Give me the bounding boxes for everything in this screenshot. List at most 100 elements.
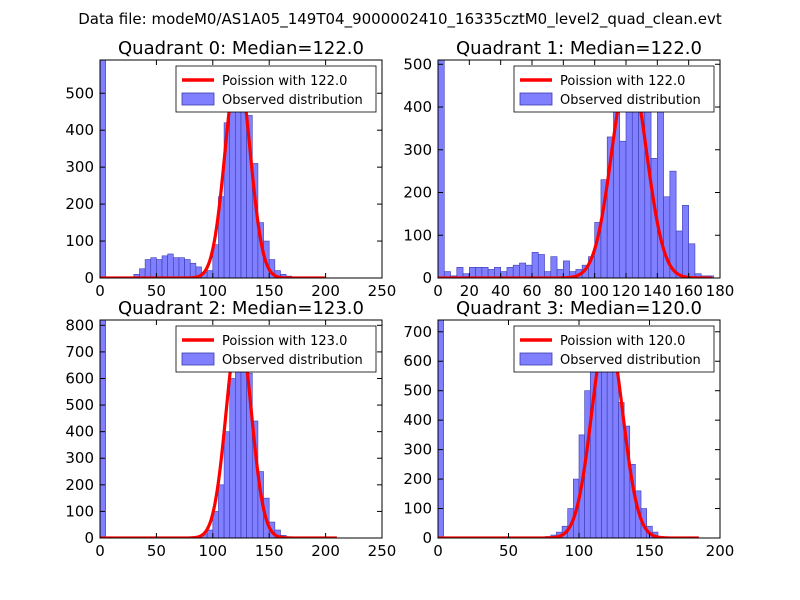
poisson-curve [438,328,700,538]
x-tick-label: 150 [255,542,284,560]
histogram-bar [229,378,236,538]
histogram-bar [229,85,236,278]
histogram-bar [206,529,214,538]
y-tick-label: 100 [65,502,94,520]
histogram-bar [218,484,225,538]
axes-frame [99,59,383,279]
x-tick-label: 200 [706,542,735,560]
y-tick-label: 400 [65,423,94,441]
x-tick-label: 40 [491,282,510,300]
y-tick-label: 400 [65,121,94,139]
histogram-bar [657,102,664,278]
y-tick-label: 200 [65,476,94,494]
y-tick-label: 500 [403,382,432,400]
legend: Poission with 122.0 Observed distribution [175,65,377,113]
x-tick-label: 150 [635,542,664,560]
y-tick-label: 700 [65,343,94,361]
y-tick-label: 200 [403,184,432,202]
x-tick-label: 100 [198,542,227,560]
histogram-bar [100,60,106,278]
axes-frame [437,59,721,279]
histogram-bar [161,255,168,278]
y-tick-label: 300 [65,158,94,176]
y-tick-label: 500 [403,55,432,73]
histogram-bar [675,230,683,278]
y-tick-label: 300 [403,441,432,459]
x-tick-label: 0 [433,542,443,560]
histogram-bar [531,252,539,278]
legend: Poission with 122.0 Observed distribution [513,65,715,113]
y-tick-label: 200 [65,195,94,213]
legend-label-poisson: Poission with 123.0 [222,334,347,349]
histogram-bar [144,259,152,278]
legend-swatch-bar [181,352,215,366]
x-tick-label: 50 [147,542,166,560]
subplot-quadrant-0: 0 50 100 150 200 250 0 100 200 300 400 500 Quadrant … [65,38,396,300]
y-tick-label: 0 [422,269,432,287]
x-tick-label: 100 [580,282,609,300]
y-tick-label: 300 [65,449,94,467]
figure-title: Data file: modeM0/AS1A05_149T04_90000024… [78,10,722,29]
y-tick-label: 400 [403,411,432,429]
histogram-bar [438,320,444,538]
histogram-bar [631,110,639,278]
histogram-bar [612,360,619,538]
x-tick-label: 20 [460,282,479,300]
x-tick-label: 100 [565,542,594,560]
y-tick-label: 300 [403,141,432,159]
legend: Poission with 120.0 Observed distribution [513,325,715,373]
x-tick-label: 150 [255,282,284,300]
histogram-bar [494,267,501,278]
histogram-bar [456,267,464,278]
histogram-bar [206,270,214,278]
y-tick-label: 500 [65,84,94,102]
legend-label-poisson: Poission with 122.0 [560,74,685,89]
histogram-bar [167,253,174,278]
x-tick-label: 200 [311,282,340,300]
x-tick-label: 0 [95,282,105,300]
histogram-bar [682,205,689,278]
x-tick-label: 50 [147,282,166,300]
y-tick-label: 500 [65,396,94,414]
histogram-bar [506,267,514,278]
poisson-curve [100,326,338,538]
legend-label-observed: Observed distribution [560,93,701,108]
x-tick-label: 180 [706,282,735,300]
subplot-grid: 0 50 100 150 200 2500100200300400500Quadrant … [65,38,734,560]
y-tick-label: 700 [403,323,432,341]
histogram-bar [100,320,106,538]
legend-swatch-bar [519,92,553,106]
x-tick-label: 0 [433,282,443,300]
subplot-title: Quadrant 1: Median=122.0 [456,38,702,59]
x-tick-label: 160 [674,282,703,300]
histogram-bar [150,257,157,278]
x-tick-label: 60 [522,282,541,300]
histogram-bar [563,260,570,278]
histogram-bar [537,254,545,278]
histogram-bar [475,267,483,278]
bar-series [100,60,293,278]
histogram-bar [619,140,627,278]
y-tick-label: 800 [65,316,94,334]
legend-label-poisson: Poission with 122.0 [222,74,347,89]
histogram-bar [469,267,476,278]
histogram-bar [688,243,696,278]
y-tick-label: 100 [65,232,94,250]
x-tick-label: 250 [368,282,397,300]
x-tick-label: 200 [311,542,340,560]
legend-label-observed: Observed distribution [222,353,363,368]
legend-label-observed: Observed distribution [560,353,701,368]
subplot-title: Quadrant 0: Median=122.0 [118,38,364,59]
legend: Poission with 123.0 Observed distribution [175,325,377,373]
y-tick-label: 200 [403,470,432,488]
legend-label-poisson: Poission with 120.0 [560,334,685,349]
subplot-quadrant-1: 0 20 40 60 80 100 120 140 160 1800100200300400500… [403,38,734,300]
histogram-bar [156,259,163,278]
y-tick-label: 0 [84,529,94,547]
y-tick-label: 100 [403,226,432,244]
x-tick-label: 120 [612,282,641,300]
axes-frame [99,319,383,539]
y-tick-label: 600 [403,352,432,370]
x-tick-label: 100 [198,282,227,300]
